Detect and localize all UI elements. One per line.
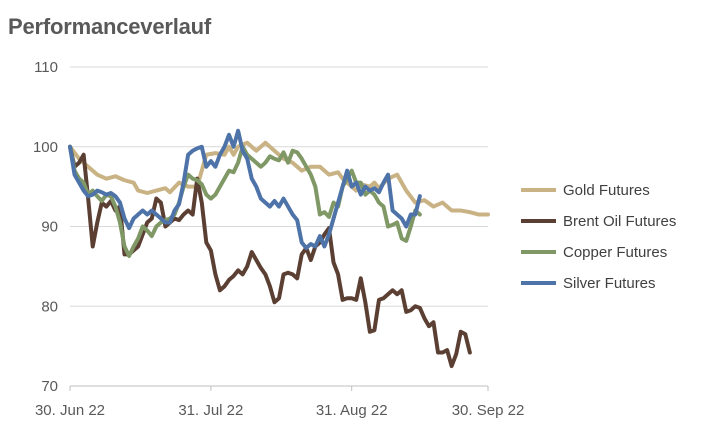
series-line-gold-futures [68,140,490,217]
legend-label-gold-futures: Gold Futures [563,182,650,199]
chart-title: Performanceverlauf [8,14,212,39]
legend-label-brent-oil-futures: Brent Oil Futures [563,213,676,230]
series-line-copper-futures [68,144,422,259]
series-line-brent-oil-futures [68,144,472,369]
legend: Gold Futures Brent Oil Futures Copper Futu… [521,182,676,292]
x-tick-label: 30. Jun 22 [35,402,105,419]
x-axis: 30. Jun 22 31. Jul 22 31. Aug 22 30. Sep 22 [35,385,525,419]
y-axis-ticks: 70 80 90 100 110 [33,59,58,395]
legend-label-copper-futures: Copper Futures [563,244,667,261]
x-tick-label: 31. Aug 22 [316,402,388,419]
y-tick-label-90: 90 [41,219,58,236]
y-tick-label-100: 100 [33,139,58,156]
series-lines [68,128,490,369]
gridlines [70,66,488,387]
legend-label-silver-futures: Silver Futures [563,275,656,292]
series-line-silver-futures [68,128,422,251]
x-tick-label: 31. Jul 22 [178,402,243,419]
y-tick-label-110: 110 [34,59,58,76]
x-tick-label: 30. Sep 22 [452,402,525,419]
y-tick-label-80: 80 [41,298,58,315]
y-tick-label-70: 70 [41,378,58,395]
